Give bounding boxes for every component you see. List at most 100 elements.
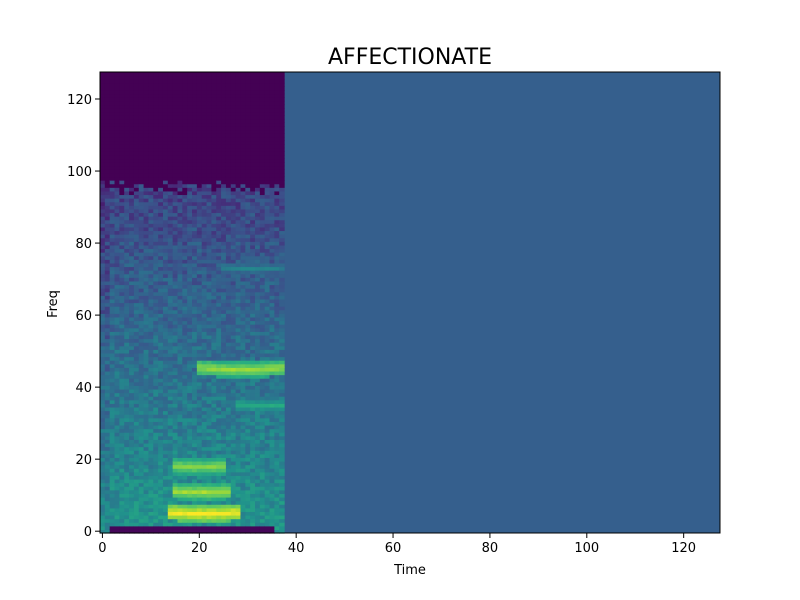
heat-cell xyxy=(235,363,242,368)
heat-cell xyxy=(143,406,150,412)
heat-cell xyxy=(158,284,164,289)
heat-cell xyxy=(196,82,203,87)
heat-cell xyxy=(192,259,198,264)
heat-cell xyxy=(279,306,285,311)
heat-cell xyxy=(138,172,145,178)
heat-cell xyxy=(162,482,169,487)
heat-cell xyxy=(264,442,271,448)
heat-cell xyxy=(162,151,169,156)
heat-cell xyxy=(124,345,130,350)
heat-cell xyxy=(114,331,120,336)
heat-cell xyxy=(162,79,169,84)
heat-cell xyxy=(114,169,120,174)
heat-cell xyxy=(124,75,130,80)
heat-cell xyxy=(206,176,212,181)
heat-cell xyxy=(167,82,174,87)
heat-cell xyxy=(264,187,271,192)
heat-cell xyxy=(250,302,256,307)
heat-cell xyxy=(124,291,130,296)
heat-cell xyxy=(162,399,169,404)
chart-title: AFFECTIONATE xyxy=(328,45,492,70)
heat-cell xyxy=(221,410,227,415)
heat-cell xyxy=(206,111,212,116)
heat-cell xyxy=(104,331,111,336)
heat-cell xyxy=(133,450,140,455)
heat-cell xyxy=(201,126,208,131)
heat-cell xyxy=(206,450,212,455)
heat-cell xyxy=(100,198,106,203)
heat-cell xyxy=(259,262,266,268)
heat-cell xyxy=(279,414,285,419)
heat-cell xyxy=(269,79,275,84)
heat-cell xyxy=(264,378,271,383)
heat-cell xyxy=(245,392,251,397)
heat-cell xyxy=(104,309,111,314)
heat-cell xyxy=(172,248,179,253)
heat-cell xyxy=(162,180,169,185)
heat-cell xyxy=(187,453,193,458)
heat-cell xyxy=(250,378,256,383)
heat-cell xyxy=(206,97,212,102)
heat-cell xyxy=(167,338,174,343)
heat-cell xyxy=(158,511,164,516)
heat-cell xyxy=(148,392,154,397)
heat-cell xyxy=(264,298,271,304)
heat-cell xyxy=(153,136,159,142)
heat-cell xyxy=(196,406,203,412)
heat-cell xyxy=(153,396,159,401)
heat-cell xyxy=(221,277,227,282)
heat-cell xyxy=(259,313,266,318)
heat-cell xyxy=(153,522,159,527)
heat-cell xyxy=(177,324,183,329)
heat-cell xyxy=(264,522,271,527)
heat-cell xyxy=(162,424,169,430)
heat-cell xyxy=(119,442,125,448)
heat-cell xyxy=(225,320,232,325)
heat-cell xyxy=(129,277,135,282)
heat-cell xyxy=(235,320,242,325)
heat-cell xyxy=(201,273,208,278)
heat-cell xyxy=(109,352,116,358)
heat-cell xyxy=(187,363,193,368)
heat-cell xyxy=(133,208,140,214)
heat-cell xyxy=(100,370,106,376)
heat-cell xyxy=(167,399,174,404)
heat-cell xyxy=(100,122,106,127)
heat-cell xyxy=(201,111,208,116)
heat-cell xyxy=(196,241,203,246)
heat-cell xyxy=(279,280,285,286)
heat-cell xyxy=(100,324,106,329)
heat-cell xyxy=(100,486,106,491)
heat-cell xyxy=(172,140,179,145)
heat-cell xyxy=(230,295,237,300)
heat-cell xyxy=(235,410,242,415)
heat-cell xyxy=(114,302,120,307)
heat-cell xyxy=(172,302,179,307)
heat-cell xyxy=(104,230,111,235)
heat-cell xyxy=(114,424,120,430)
heat-cell xyxy=(167,259,174,264)
heat-cell xyxy=(269,370,275,376)
heat-cell xyxy=(133,86,140,91)
heat-cell xyxy=(109,147,116,152)
heat-cell xyxy=(148,140,154,145)
heat-cell xyxy=(100,295,106,300)
heat-cell xyxy=(158,72,164,77)
heat-cell xyxy=(158,345,164,350)
heat-cell xyxy=(255,154,261,160)
heat-cell xyxy=(259,147,266,152)
heat-cell xyxy=(172,403,179,408)
heat-cell xyxy=(216,252,222,257)
heat-cell xyxy=(250,208,256,214)
heat-cell xyxy=(177,133,183,138)
heat-cell xyxy=(221,118,227,124)
heat-cell xyxy=(225,72,232,77)
heat-cell xyxy=(187,381,193,386)
heat-cell xyxy=(235,248,242,253)
heat-cell xyxy=(235,266,242,271)
heat-cell xyxy=(274,399,280,404)
heat-cell xyxy=(148,370,154,376)
heat-cell xyxy=(206,388,212,394)
heat-cell xyxy=(158,529,164,534)
heat-cell xyxy=(216,248,222,253)
